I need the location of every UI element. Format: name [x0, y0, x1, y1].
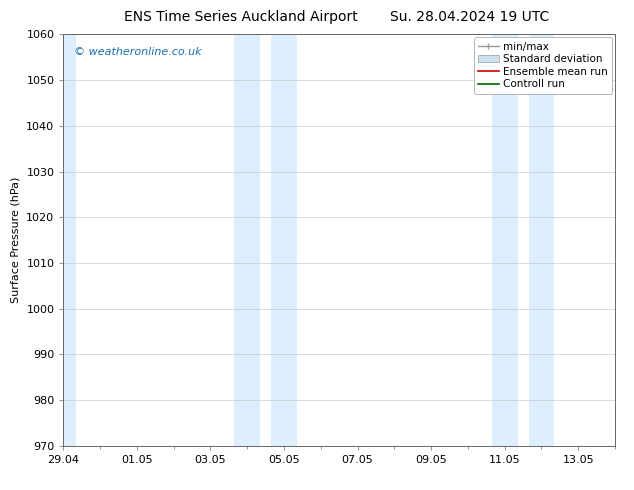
Text: Su. 28.04.2024 19 UTC: Su. 28.04.2024 19 UTC: [389, 10, 549, 24]
Bar: [492, 34, 517, 446]
Text: ENS Time Series Auckland Airport: ENS Time Series Auckland Airport: [124, 10, 358, 24]
Bar: [61, 34, 76, 446]
Legend: min/max, Standard deviation, Ensemble mean run, Controll run: min/max, Standard deviation, Ensemble me…: [474, 37, 612, 94]
Y-axis label: Surface Pressure (hPa): Surface Pressure (hPa): [11, 177, 21, 303]
Bar: [529, 34, 554, 446]
Bar: [235, 34, 260, 446]
Bar: [271, 34, 297, 446]
Text: © weatheronline.co.uk: © weatheronline.co.uk: [74, 47, 202, 57]
